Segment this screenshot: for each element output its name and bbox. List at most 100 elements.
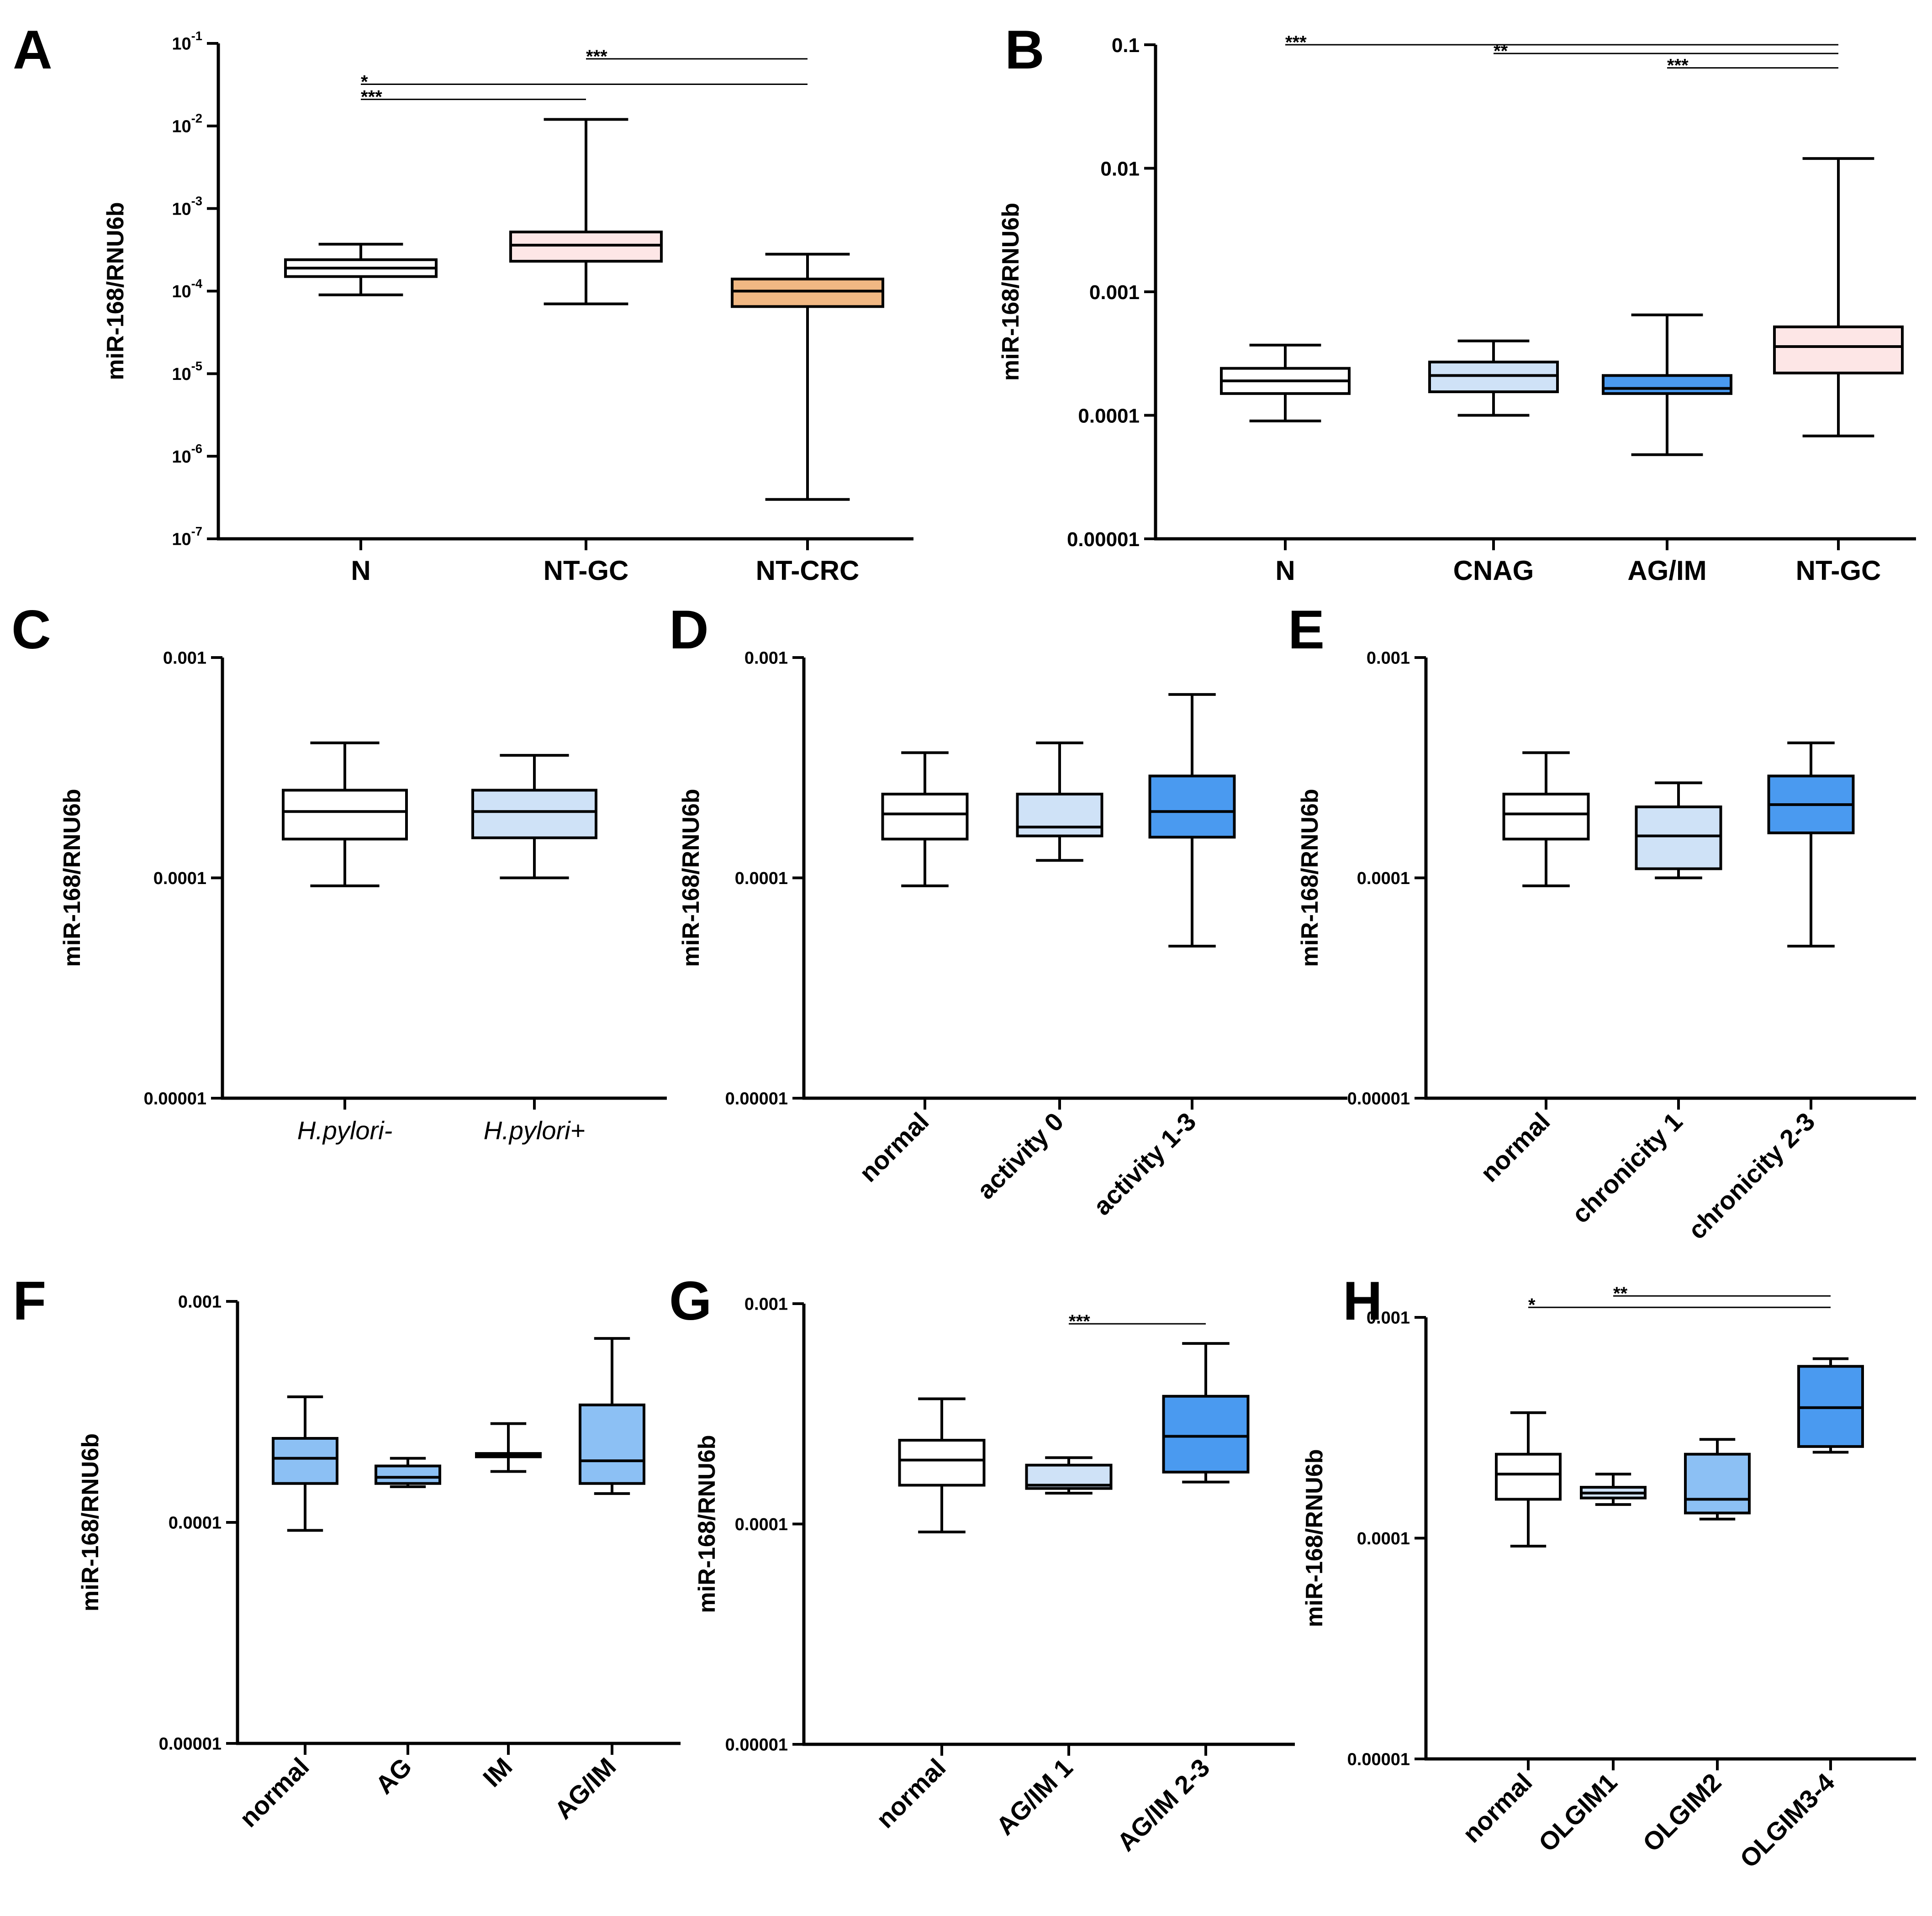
- y-tick-label: 0.001: [1367, 1309, 1410, 1328]
- significance-label: ***: [361, 87, 382, 107]
- box-2: [1602, 313, 1732, 456]
- y-tick-label: 0.001: [744, 1295, 788, 1314]
- y-tick-label: 0.001: [744, 649, 788, 668]
- box-iqr: [1428, 360, 1559, 394]
- y-tick-label: 0.00001: [1067, 528, 1140, 551]
- y-tick-label: 0.001: [1089, 281, 1140, 304]
- box-iqr: [881, 793, 969, 841]
- box-1: [471, 754, 597, 879]
- box-1: [1025, 1456, 1113, 1495]
- panel-label: D: [669, 599, 709, 660]
- x-tick-label: H.pylori-: [297, 1116, 392, 1145]
- y-tick-label: 0.00001: [159, 1735, 222, 1754]
- x-tick-label: H.pylori+: [484, 1116, 586, 1145]
- y-tick-label: 0.00001: [144, 1090, 206, 1109]
- y-tick-label: 0.0001: [1078, 405, 1140, 427]
- x-tick-label: N: [1275, 555, 1295, 586]
- y-tick-label: 0.1: [1112, 34, 1140, 57]
- significance-label: **: [1494, 41, 1508, 61]
- x-tick-label: AG/IM: [1627, 555, 1706, 586]
- panel-label: E: [1288, 599, 1325, 660]
- y-tick-label: 0.00001: [1347, 1090, 1410, 1109]
- box-2: [731, 253, 884, 501]
- panel-label: G: [669, 1270, 712, 1332]
- y-tick-label: 0.0001: [735, 1515, 788, 1534]
- box-iqr: [1773, 325, 1904, 374]
- x-tick-label: N: [351, 555, 370, 586]
- box-1: [1635, 781, 1722, 879]
- box-iqr: [1635, 805, 1722, 870]
- panel-label: C: [11, 599, 51, 660]
- box-0: [282, 741, 408, 887]
- y-tick-label: 10-1: [172, 29, 202, 54]
- significance-label: ***: [1285, 32, 1307, 53]
- y-axis-label: miR-168/RNU6b: [77, 1433, 104, 1611]
- y-tick-label: 0.0001: [735, 869, 788, 888]
- x-tick-label: NT-GC: [1796, 555, 1881, 586]
- box-2: [1162, 1342, 1250, 1484]
- box-iqr: [471, 789, 597, 839]
- box-0: [284, 242, 438, 296]
- panel-label: A: [13, 19, 53, 80]
- box-1: [375, 1457, 441, 1488]
- y-axis-label: miR-168/RNU6b: [1301, 1449, 1328, 1627]
- box-0: [1220, 343, 1351, 422]
- box-1: [1580, 1473, 1647, 1506]
- significance-label: ***: [1667, 56, 1689, 76]
- box-0: [898, 1397, 986, 1533]
- y-tick-label: 0.0001: [1357, 1529, 1410, 1548]
- box-1: [1016, 741, 1103, 862]
- box-1: [509, 118, 663, 305]
- box-iqr: [579, 1403, 645, 1485]
- box-iqr: [1495, 1453, 1562, 1501]
- box-0: [1495, 1411, 1562, 1548]
- y-tick-label: 10-2: [172, 111, 202, 137]
- y-tick-label: 10-3: [172, 194, 202, 219]
- y-axis-label: miR-168/RNU6b: [102, 202, 129, 380]
- y-axis-label: miR-168/RNU6b: [59, 789, 85, 967]
- y-tick-label: 0.0001: [153, 869, 206, 888]
- panel-label: B: [1005, 19, 1045, 80]
- box-3: [579, 1337, 645, 1495]
- box-0: [1502, 751, 1590, 887]
- box-3: [1773, 157, 1904, 437]
- panel-label: F: [13, 1270, 46, 1332]
- significance-label: ***: [586, 47, 607, 67]
- box-iqr: [1684, 1453, 1751, 1515]
- y-tick-label: 10-5: [172, 359, 202, 384]
- y-tick-label: 0.001: [163, 649, 206, 668]
- y-tick-label: 0.0001: [169, 1514, 222, 1533]
- x-tick-label: NT-GC: [544, 555, 629, 586]
- y-axis-label: miR-168/RNU6b: [694, 1435, 720, 1613]
- box-2: [1148, 693, 1236, 947]
- y-tick-label: 0.00001: [725, 1736, 788, 1755]
- box-1: [1428, 339, 1559, 417]
- y-axis-label: miR-168/RNU6b: [998, 203, 1024, 381]
- significance-label: ***: [1069, 1311, 1090, 1332]
- box-2: [1684, 1438, 1751, 1521]
- box-iqr: [731, 278, 884, 308]
- y-tick-label: 0.01: [1100, 158, 1140, 180]
- box-iqr: [1148, 774, 1236, 839]
- y-tick-label: 0.001: [178, 1293, 222, 1312]
- box-iqr: [1502, 793, 1590, 841]
- y-axis-label: miR-168/RNU6b: [678, 789, 704, 967]
- y-tick-label: 0.00001: [725, 1090, 788, 1109]
- y-tick-label: 10-4: [172, 276, 202, 301]
- box-iqr: [1602, 374, 1732, 395]
- box-0: [881, 751, 969, 887]
- y-tick-label: 0.001: [1367, 649, 1410, 668]
- x-tick-label: NT-CRC: [756, 555, 860, 586]
- box-iqr: [375, 1464, 441, 1485]
- significance-label: *: [1528, 1295, 1536, 1315]
- y-tick-label: 0.00001: [1347, 1750, 1410, 1769]
- y-tick-label: 10-6: [172, 442, 202, 467]
- box-iqr: [509, 231, 663, 263]
- box-iqr: [898, 1439, 986, 1487]
- box-iqr: [1016, 793, 1103, 837]
